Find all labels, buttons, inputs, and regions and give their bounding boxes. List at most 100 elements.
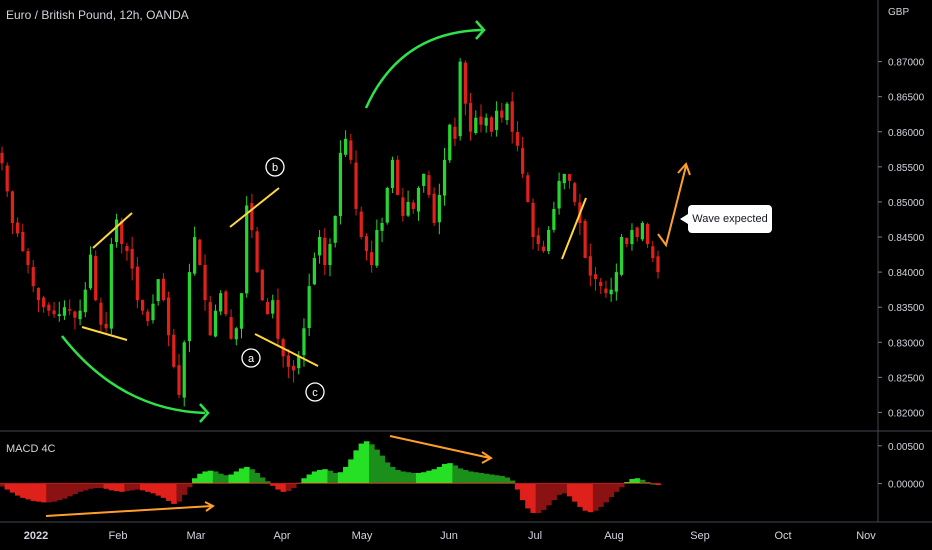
macd-bar: [592, 483, 599, 511]
trend-line: [92, 212, 133, 249]
trend-line: [254, 333, 319, 367]
macd-bar: [301, 478, 307, 484]
macd-bar: [514, 483, 521, 490]
candle-body: [10, 191, 15, 223]
candle-body: [104, 323, 108, 329]
candle-body: [312, 258, 316, 285]
candle-body: [135, 266, 139, 301]
candle-body: [474, 117, 478, 134]
candle-body: [224, 291, 228, 315]
candle-body: [437, 194, 441, 223]
macd-bar: [441, 463, 448, 484]
candle-body: [57, 314, 61, 317]
macd-bar: [311, 471, 318, 484]
macd-bar: [108, 483, 115, 491]
candle-body: [83, 289, 87, 313]
candle-body: [432, 193, 436, 223]
candle-body: [317, 237, 322, 256]
candle-body: [307, 286, 311, 328]
macd-bar: [655, 483, 662, 486]
candle-body: [531, 202, 535, 238]
time-tick-label: Nov: [856, 530, 876, 542]
candle-body: [500, 110, 504, 118]
macd-bar: [233, 471, 240, 484]
time-tick-label: Jun: [440, 530, 458, 542]
candle-body: [130, 249, 134, 269]
macd-bar: [87, 483, 94, 489]
macd-bar: [551, 483, 557, 501]
candle-body: [151, 303, 155, 321]
candle-body: [422, 173, 426, 186]
trend-line: [229, 187, 280, 228]
macd-title: MACD 4C: [6, 443, 56, 455]
candle-body: [114, 219, 119, 243]
candle-body: [354, 162, 358, 209]
expected-wave: [657, 165, 687, 248]
candle-body: [557, 180, 561, 209]
macd-bar: [540, 483, 547, 510]
time-tick-label: 2022: [24, 530, 48, 542]
wave-label-a-circle: [241, 348, 261, 368]
macd-bar: [363, 441, 370, 484]
arrow-head: [475, 20, 486, 40]
candle-body: [182, 342, 186, 398]
candle-body: [349, 140, 353, 160]
macd-bar: [275, 483, 281, 490]
macd-bar: [61, 483, 68, 499]
price-tick-label: 0.84500: [888, 233, 925, 244]
candle-body: [536, 235, 540, 245]
time-tick-label: Feb: [109, 530, 128, 542]
candle-body: [219, 293, 223, 312]
macd-bar: [436, 466, 443, 484]
macd-bar: [587, 483, 594, 513]
macd-bar: [374, 449, 380, 484]
macd-bar: [462, 469, 469, 484]
macd-bar: [405, 472, 412, 484]
candle-body: [5, 165, 9, 192]
macd-bar: [535, 483, 542, 513]
macd-bar: [577, 483, 583, 507]
candle-body: [52, 310, 56, 315]
macd-bar: [629, 479, 635, 484]
candle-body: [359, 211, 363, 238]
candle-body: [656, 256, 660, 273]
macd-bar: [306, 474, 313, 484]
candle-body: [401, 197, 405, 216]
macd-bar: [332, 472, 339, 484]
macd-bar: [41, 483, 47, 503]
price-tick-label: 0.83500: [888, 303, 925, 314]
macd-bar: [556, 483, 563, 495]
candle-body: [385, 187, 389, 223]
candle-body: [198, 239, 202, 266]
macd-bar: [290, 483, 297, 489]
macd-bar: [618, 483, 625, 488]
candle-body: [203, 264, 207, 301]
macd-bar: [457, 468, 464, 484]
macd-bar: [473, 472, 479, 484]
candle-body: [260, 269, 264, 301]
currency-label: GBP: [888, 7, 910, 18]
candle-body: [271, 300, 275, 314]
candle-body: [484, 117, 488, 126]
candle-body: [411, 202, 415, 209]
candle-body: [21, 231, 25, 252]
candle-body: [286, 355, 290, 367]
candle-body: [599, 281, 603, 287]
candle-body: [193, 237, 197, 274]
macd-bar: [525, 483, 531, 509]
macd-bar: [202, 471, 209, 484]
wave-label-c-circle: [305, 382, 325, 402]
candle-body: [494, 110, 499, 130]
arrow-head: [199, 403, 210, 423]
candle-body: [583, 220, 587, 259]
candle-body: [427, 175, 431, 195]
macd-bar: [598, 483, 604, 507]
candle-body: [521, 148, 525, 174]
candle-body: [302, 328, 306, 356]
candle-body: [323, 237, 327, 266]
macd-bar: [447, 463, 453, 484]
macd-bar: [35, 483, 42, 502]
candle-body: [562, 173, 566, 184]
candle-body: [99, 302, 103, 325]
